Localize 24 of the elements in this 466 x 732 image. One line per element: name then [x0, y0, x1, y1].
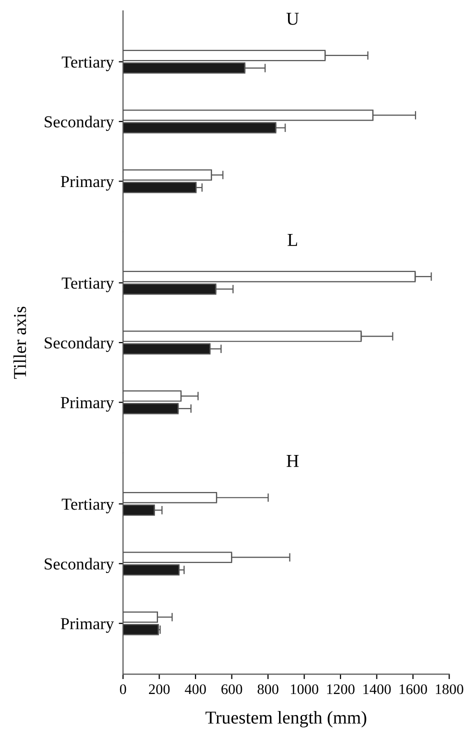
- x-tick-label: 1800: [436, 684, 464, 694]
- chart-title: L: [288, 234, 298, 246]
- chart-title: H: [286, 455, 299, 467]
- y-tick-label: Tertiary: [62, 278, 114, 292]
- x-tick-label: 200: [148, 684, 170, 694]
- chart-title: U: [286, 12, 299, 25]
- x-axis-title: Truestem length (mm): [206, 711, 366, 728]
- y-tick-label: Primary: [60, 397, 114, 412]
- y-tick-label: Primary: [60, 618, 114, 633]
- y-tick-label: Secondary: [44, 336, 114, 352]
- x-tick-label: 600: [221, 684, 242, 694]
- x-tick-label: 800: [258, 684, 278, 694]
- y-tick-label: Secondary: [44, 558, 114, 574]
- x-tick-label: 1600: [400, 684, 428, 694]
- y-tick-label: Primary: [60, 176, 114, 191]
- y-tick-label: Secondary: [44, 116, 114, 131]
- x-tick-label: 1200: [327, 684, 355, 694]
- x-tick-label: 0: [120, 684, 126, 694]
- y-tick-label: Tertiary: [62, 56, 114, 72]
- x-tick-label: 400: [184, 684, 206, 694]
- x-tick-label: 1400: [363, 684, 391, 694]
- y-axis-title: Tiller axis: [13, 306, 26, 379]
- y-tick-label: Tertiary: [62, 498, 114, 514]
- x-tick-label: 1000: [290, 684, 318, 694]
